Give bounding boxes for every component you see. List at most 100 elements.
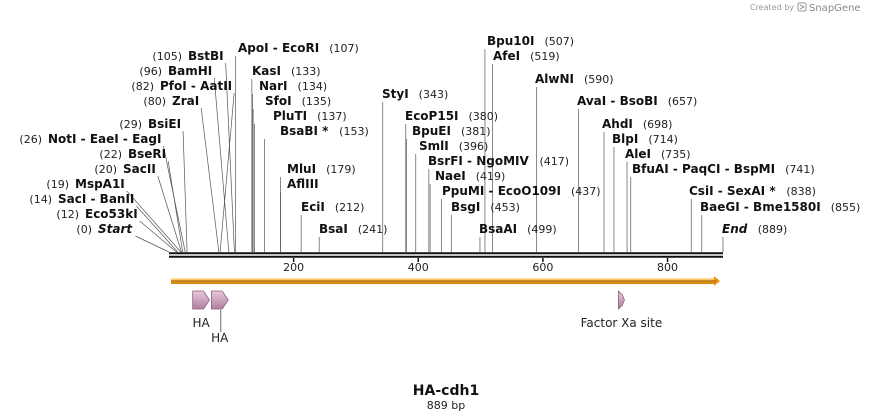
enzyme-name: NarI (259, 79, 288, 93)
enzyme-position: (135) (302, 95, 332, 108)
enzyme-label[interactable]: StyI (343) (382, 87, 448, 101)
enzyme-label[interactable]: BaeGI - Bme1580I (855) (700, 200, 860, 214)
enzyme-label[interactable]: SacII (20) (94, 162, 155, 176)
enzyme-name: MluI (287, 162, 316, 176)
enzyme-position: (519) (530, 50, 560, 63)
enzyme-position: (590) (584, 73, 614, 86)
enzyme-label[interactable]: MspA1I (19) (46, 177, 124, 191)
credit: Created by SnapGene (750, 2, 861, 14)
enzyme-name: CsiI - SexAI * (689, 184, 776, 198)
enzyme-position: (507) (544, 35, 574, 48)
enzyme-label[interactable]: SacI - BanII (14) (29, 192, 134, 206)
enzyme-name: NaeI (435, 169, 466, 183)
enzyme-label[interactable]: BsaI (241) (319, 222, 387, 236)
enzyme-label[interactable]: BlpI (714) (612, 132, 678, 146)
enzyme-label[interactable]: ApoI - EcoRI (107) (238, 41, 359, 55)
enzyme-position: (380) (469, 110, 499, 123)
enzyme-label[interactable]: BsaAI (499) (479, 222, 557, 236)
enzyme-position: (137) (317, 110, 347, 123)
enzyme-name: AleI (625, 147, 651, 161)
enzyme-label[interactable]: EciI (212) (301, 200, 364, 214)
enzyme-position: (153) (339, 125, 369, 138)
enzyme-name: AfeI (493, 49, 520, 63)
enzyme-name: SacI - BanII (58, 192, 134, 206)
cut-site-line (182, 130, 188, 253)
cut-site-line (200, 107, 220, 253)
enzyme-label[interactable]: BpuEI (381) (412, 124, 491, 138)
snapgene-logo-icon (797, 2, 807, 12)
enzyme-label[interactable]: BsaBI * (153) (280, 124, 369, 138)
enzyme-label[interactable]: Bpu10I (507) (487, 34, 574, 48)
enzyme-name: BsiEI (148, 117, 181, 131)
enzyme-label[interactable]: BseRI (22) (99, 147, 166, 161)
enzyme-position: (735) (661, 148, 691, 161)
enzyme-label[interactable]: NaeI (419) (435, 169, 505, 183)
enzyme-label[interactable]: KasI (133) (252, 64, 321, 78)
enzyme-name: ApoI - EcoRI (238, 41, 319, 55)
enzyme-name: BamHI (168, 64, 212, 78)
enzyme-label[interactable]: End (889) (722, 222, 787, 236)
enzyme-label[interactable]: BfuAI - PaqCI - BspMI (741) (632, 162, 815, 176)
enzyme-label[interactable]: SfoI (135) (265, 94, 331, 108)
enzyme-label[interactable]: BsgI (453) (451, 200, 520, 214)
cut-site-line (157, 175, 182, 253)
enzyme-name: BsaAI (479, 222, 517, 236)
enzyme-labels: BstBI (105) ApoI - EcoRI (107) BamHI (96) KasI… (19, 34, 860, 236)
enzyme-name: BsaI (319, 222, 348, 236)
enzyme-position: (437) (571, 185, 601, 198)
enzyme-label[interactable]: MluI (179) (287, 162, 356, 176)
enzyme-position: (343) (419, 88, 449, 101)
enzyme-name: BstBI (188, 49, 224, 63)
enzyme-label[interactable]: ZraI (80) (143, 94, 199, 108)
enzyme-label[interactable]: BsiEI (29) (119, 117, 181, 131)
enzyme-label[interactable]: AflIII (287, 177, 319, 191)
enzyme-label[interactable]: NarI (134) (259, 79, 327, 93)
enzyme-label[interactable]: CsiI - SexAI * (838) (689, 184, 816, 198)
enzyme-name: Start (98, 222, 133, 236)
enzyme-name: SmlI (419, 139, 449, 153)
axis-tick-label: 200 (283, 261, 304, 274)
enzyme-label[interactable]: PluTI (137) (273, 109, 347, 123)
enzyme-position: (12) (56, 208, 79, 221)
map-title-block: HA-cdh1 889 bp (413, 383, 479, 412)
enzyme-label[interactable]: Eco53kI (12) (56, 207, 137, 221)
snapgene-brand: SnapGene (809, 3, 861, 14)
enzyme-label[interactable]: AvaI - BsoBI (657) (577, 94, 697, 108)
enzyme-name: BsaBI * (280, 124, 329, 138)
enzyme-position: (417) (540, 155, 570, 168)
enzyme-label[interactable]: PpuMI - EcoO109I (437) (442, 184, 601, 198)
enzyme-name: BaeGI - Bme1580I (700, 200, 821, 214)
cut-site-line (135, 235, 170, 253)
enzyme-label[interactable]: BstBI (105) (152, 49, 223, 63)
enzyme-label[interactable]: BamHI (96) (139, 64, 212, 78)
enzyme-position: (133) (291, 65, 321, 78)
feature-label: HA (211, 331, 229, 345)
map-length: 889 bp (427, 399, 465, 412)
enzyme-position: (396) (459, 140, 489, 153)
enzyme-label[interactable]: PfoI - AatII (82) (131, 79, 232, 93)
enzyme-label[interactable]: AhdI (698) (602, 117, 672, 131)
enzyme-label[interactable]: BsrFI - NgoMIV (417) (428, 154, 569, 168)
enzyme-label[interactable]: SmlI (396) (419, 139, 488, 153)
enzyme-label[interactable]: AlwNI (590) (535, 72, 614, 86)
enzyme-position: (657) (668, 95, 698, 108)
enzyme-label[interactable]: AleI (735) (625, 147, 691, 161)
cut-site-line (213, 77, 230, 253)
enzyme-position: (889) (758, 223, 788, 236)
enzyme-name: End (722, 222, 748, 236)
enzyme-name: BlpI (612, 132, 638, 146)
enzyme-label[interactable]: EcoP15I (380) (405, 109, 498, 123)
enzyme-label[interactable]: NotI - EaeI - EagI (26) (19, 132, 161, 146)
enzyme-name: BsrFI - NgoMIV (428, 154, 530, 168)
enzyme-name: StyI (382, 87, 409, 101)
enzyme-position: (80) (143, 95, 166, 108)
enzyme-name: BseRI (128, 147, 166, 161)
enzyme-label[interactable]: Start (0) (76, 222, 133, 236)
cut-site-line (126, 190, 182, 253)
enzyme-label[interactable]: AfeI (519) (493, 49, 560, 63)
enzyme-name: PpuMI - EcoO109I (442, 184, 561, 198)
cut-site-line (219, 92, 235, 253)
